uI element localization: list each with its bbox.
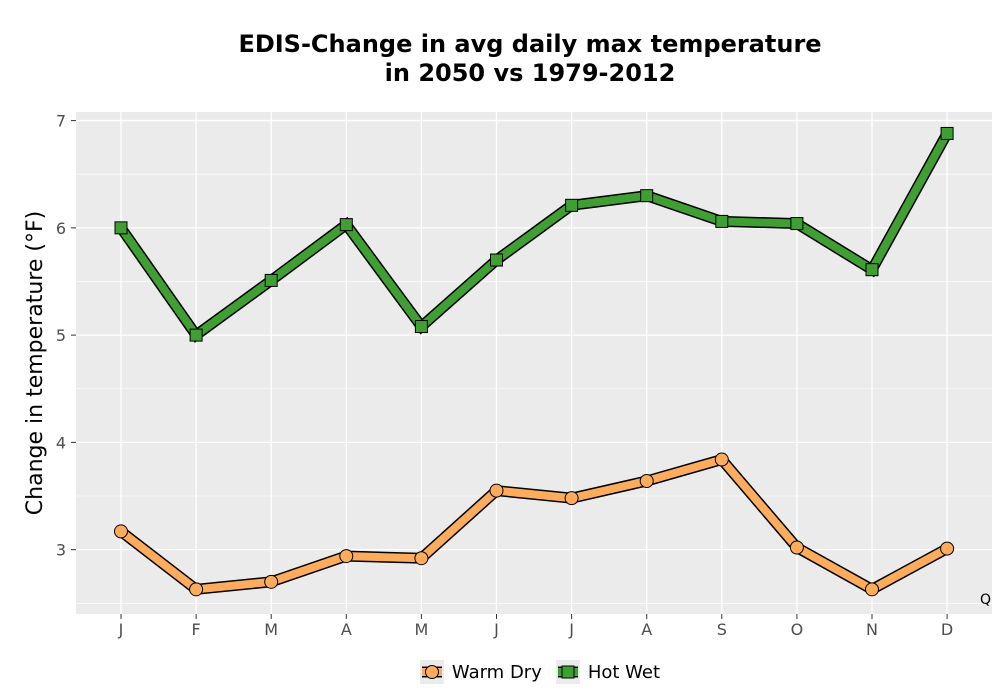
chart-title-line-1: EDIS-Change in avg daily max temperature [238, 30, 822, 58]
warm-dry-point [789, 540, 804, 555]
y-tick-label: 5 [56, 326, 66, 345]
warm-dry-point [114, 524, 128, 539]
grid-layer [76, 112, 992, 614]
hot-wet-line [117, 131, 951, 341]
warm-dry-point [714, 452, 729, 467]
hot-wet-point [565, 198, 579, 212]
legend-key-warm-dry [419, 660, 444, 684]
legend-item-warm-dry: Warm Dry [419, 660, 542, 684]
x-tick-label: O [791, 620, 804, 639]
warm-dry-point [264, 574, 279, 589]
x-tick-label: J [568, 620, 574, 639]
x-tick-label: F [191, 620, 200, 639]
x-tick-label: J [118, 620, 124, 639]
series-layer [114, 126, 955, 597]
legend-item-hot-wet: Hot Wet [555, 660, 661, 684]
corner-annotation: Q [980, 592, 991, 608]
legend-label: Warm Dry [451, 661, 542, 683]
warm-dry-line [118, 454, 950, 594]
hot-wet-point [490, 253, 503, 267]
hot-wet-point [790, 217, 804, 231]
x-tick-label: J [493, 620, 499, 639]
x-tick-label: N [866, 620, 878, 639]
warm-dry-point [189, 582, 204, 597]
warm-dry-point [639, 473, 654, 488]
x-tick-label: S [717, 620, 727, 639]
x-tick-label: D [941, 620, 953, 639]
warm-dry-point [339, 549, 354, 564]
chart-title: EDIS-Change in avg daily max temperature… [0, 30, 1000, 88]
x-tick-label: M [414, 620, 428, 639]
y-axis-title: Change in temperature (°F) [23, 211, 48, 515]
hot-wet-point [865, 263, 879, 277]
hot-wet-point [264, 273, 278, 287]
warm-dry-point [865, 582, 879, 597]
hot-wet-point [339, 218, 353, 232]
y-tick-label: 7 [56, 112, 66, 131]
hot-wet-point [114, 221, 128, 235]
x-tick-label: M [264, 620, 278, 639]
warm-dry-point [489, 483, 504, 498]
hot-wet-point [414, 320, 428, 334]
plot-panel [76, 112, 992, 614]
hot-wet-point [640, 189, 654, 203]
axis-layer: 3 4 5 6 7 J F M A M J J A S O N D [56, 112, 953, 639]
legend-key-hot-wet [555, 660, 580, 684]
warm-dry-point [564, 491, 579, 506]
y-tick-label: 4 [56, 433, 66, 452]
y-tick-label: 3 [56, 541, 66, 560]
legend-label: Hot Wet [587, 661, 661, 683]
warm-dry-point [414, 551, 429, 566]
x-tick-label: A [641, 620, 652, 639]
y-tick-label: 6 [56, 219, 66, 238]
legend-key-marker [561, 665, 575, 679]
warm-dry-point [940, 541, 955, 556]
x-tick-label: A [341, 620, 352, 639]
hot-wet-point [940, 126, 954, 140]
legend: Warm Dry Hot Wet [0, 660, 1000, 684]
chart-title-line-2: in 2050 vs 1979-2012 [384, 59, 676, 87]
hot-wet-point [189, 328, 203, 342]
hot-wet-point [715, 214, 729, 228]
legend-key-marker [424, 665, 439, 679]
